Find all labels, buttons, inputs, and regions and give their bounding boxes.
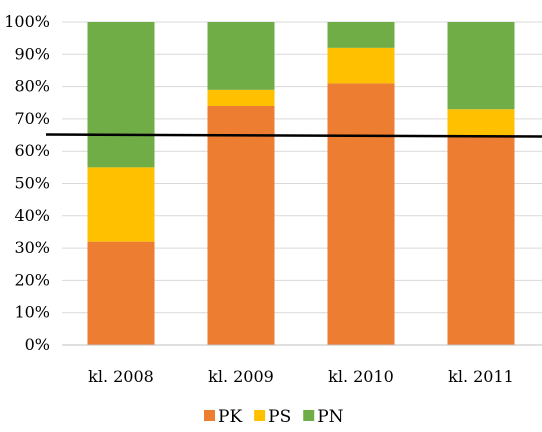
y-tick-label: 50% bbox=[14, 174, 50, 193]
y-tick-label: 60% bbox=[14, 141, 50, 160]
x-category-label: kl. 2011 bbox=[448, 367, 514, 386]
legend-label-ps: PS bbox=[268, 407, 291, 427]
bar-pk-2 bbox=[207, 105, 275, 345]
bar-ps-3 bbox=[327, 47, 395, 84]
y-tick-label: 80% bbox=[14, 77, 50, 96]
y-axis-tick-labels: 0% 10% 20% 30% 40% 50% 60% 70% 80% 90% 100% bbox=[4, 12, 50, 354]
legend-swatch-ps bbox=[254, 410, 266, 421]
bar-pk-1 bbox=[87, 241, 155, 345]
x-category-label: kl. 2008 bbox=[88, 367, 154, 386]
reference-line bbox=[45, 133, 542, 138]
bar-pn-2 bbox=[207, 22, 275, 90]
bar-pk-3 bbox=[327, 83, 395, 346]
bar-ps-2 bbox=[207, 89, 275, 106]
bar-pn-4 bbox=[447, 22, 515, 110]
y-tick-label: 40% bbox=[14, 206, 50, 225]
y-tick-label: 90% bbox=[14, 44, 50, 63]
bar-ps-4 bbox=[447, 109, 515, 136]
y-tick-label: 0% bbox=[25, 335, 50, 354]
y-tick-label: 10% bbox=[14, 303, 50, 322]
y-tick-label: 100% bbox=[4, 12, 50, 31]
y-tick-label: 20% bbox=[14, 270, 50, 289]
legend-swatch-pn bbox=[303, 410, 315, 421]
legend-label-pn: PN bbox=[317, 407, 343, 427]
legend: PK PS PN bbox=[204, 407, 344, 427]
x-category-label: kl. 2009 bbox=[208, 367, 274, 386]
legend-swatch-pk bbox=[204, 410, 215, 421]
bar-pn-3 bbox=[327, 22, 395, 48]
y-tick-label: 70% bbox=[14, 109, 50, 128]
legend-label-pk: PK bbox=[218, 407, 242, 427]
x-axis-category-labels: kl. 2008 kl. 2009 kl. 2010 kl. 2011 bbox=[88, 367, 514, 386]
bar-ps-1 bbox=[87, 167, 155, 242]
x-category-label: kl. 2010 bbox=[328, 367, 394, 386]
y-tick-label: 30% bbox=[14, 238, 50, 257]
bar-pn-1 bbox=[87, 22, 155, 168]
bars bbox=[87, 22, 515, 346]
bar-pk-4 bbox=[447, 135, 515, 345]
